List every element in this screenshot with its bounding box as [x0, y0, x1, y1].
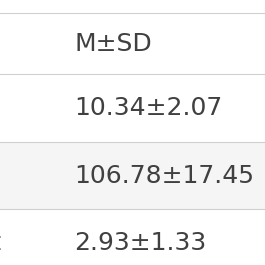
Bar [0, 209, 265, 265]
Text: 106.78±17.45: 106.78±17.45 [74, 164, 254, 188]
Bar [0, 74, 265, 142]
Text: M±SD: M±SD [74, 32, 152, 56]
Text: 2.93±1.33: 2.93±1.33 [74, 231, 206, 255]
Text: Bounce point: Bounce point [0, 231, 1, 255]
Text: 10.34±2.07: 10.34±2.07 [74, 96, 222, 120]
Bar [0, 142, 265, 209]
